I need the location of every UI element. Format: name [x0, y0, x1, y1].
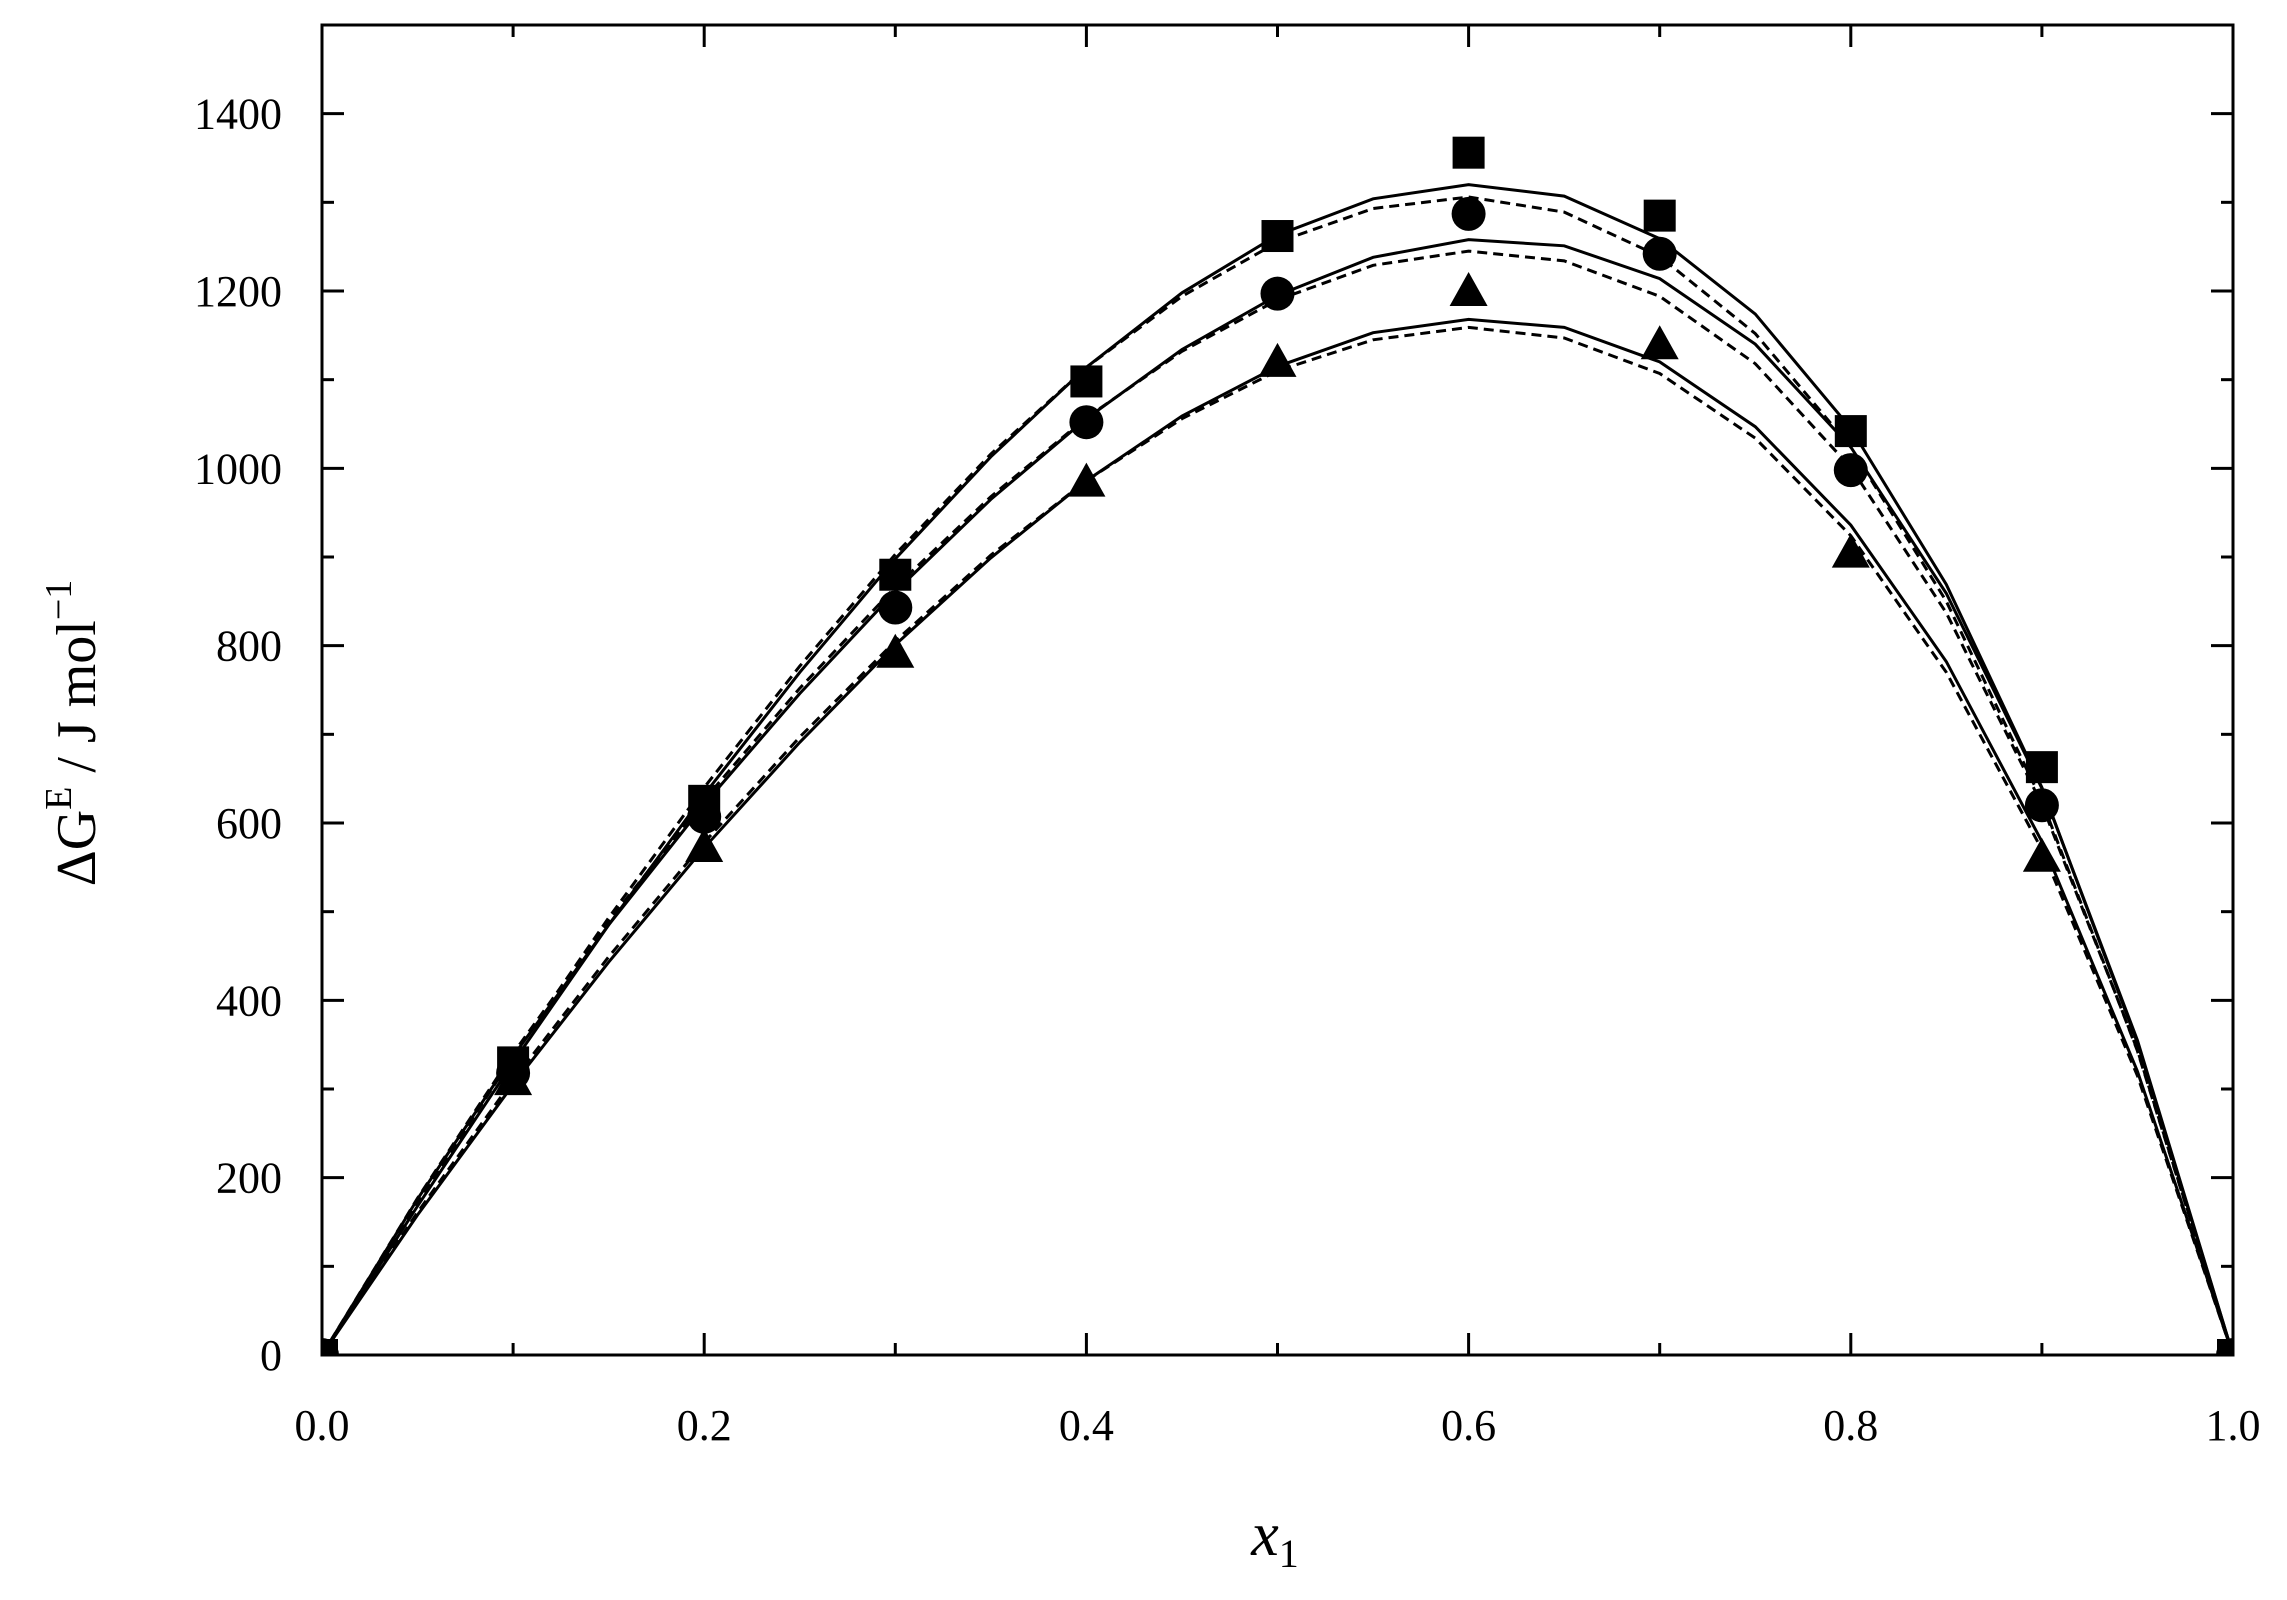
square-marker	[879, 558, 912, 591]
square-marker	[1643, 199, 1676, 232]
dashed-curve	[322, 325, 2233, 1355]
circle-marker	[878, 590, 913, 625]
triangle-marker	[1640, 325, 1679, 360]
y-label-main: ΔG	[46, 810, 108, 886]
triangle-marker	[876, 633, 915, 668]
y-tick-label: 200	[216, 1154, 282, 1203]
square-marker	[1070, 365, 1103, 398]
y-tick-label: 0	[260, 1331, 282, 1380]
triangle-marker	[494, 1061, 533, 1096]
triangle-marker	[2222, 1336, 2233, 1355]
square-marker	[1261, 220, 1294, 253]
y-tick-label: 1200	[194, 267, 282, 316]
circle-marker	[1833, 453, 1868, 488]
y-tick-label: 1400	[194, 90, 282, 139]
y-axis-title: ΔGE / J mol−1	[38, 580, 108, 887]
square-marker	[1834, 415, 1867, 448]
circle-marker	[1260, 276, 1295, 311]
dashed-curve	[322, 195, 2233, 1355]
x-tick-label: 0.8	[1823, 1401, 1878, 1450]
x-label-sub: 1	[1279, 1531, 1299, 1576]
y-tick-label: 1000	[194, 444, 282, 493]
y-tick-label: 800	[216, 622, 282, 671]
triangle-marker	[1831, 533, 1870, 568]
triangle-marker	[1067, 462, 1106, 497]
circle-marker	[1069, 405, 1104, 440]
square-marker	[1452, 136, 1485, 169]
solid-curve	[322, 238, 2233, 1355]
x-tick-label: 0.0	[295, 1401, 350, 1450]
plot-area	[322, 136, 2233, 1355]
dashed-curve	[322, 249, 2233, 1355]
triangle-marker	[322, 1336, 333, 1355]
x-axis-title: x1	[1250, 1501, 1299, 1576]
y-tick-label: 600	[216, 799, 282, 848]
triangle-marker	[685, 827, 724, 862]
x-tick-label: 1.0	[2206, 1401, 2261, 1450]
x-tick-label: 0.4	[1059, 1401, 1114, 1450]
x-tick-label: 0.6	[1441, 1401, 1496, 1450]
triangle-marker	[1258, 342, 1297, 377]
circle-marker	[1642, 236, 1677, 271]
circle-marker	[2024, 788, 2059, 823]
y-label-unit-sup: −1	[38, 580, 80, 620]
triangle-marker	[1449, 272, 1488, 306]
triangle-marker	[2022, 837, 2061, 872]
y-tick-label: 400	[216, 976, 282, 1025]
x-tick-label: 0.2	[677, 1401, 732, 1450]
circle-marker	[1451, 196, 1486, 231]
y-label-sup: E	[38, 787, 80, 810]
circle-marker	[687, 799, 722, 834]
square-marker	[2025, 751, 2058, 784]
solid-curve	[322, 317, 2233, 1355]
x-label-main: x	[1250, 1501, 1279, 1569]
y-label-unit: / J mol	[46, 620, 108, 786]
